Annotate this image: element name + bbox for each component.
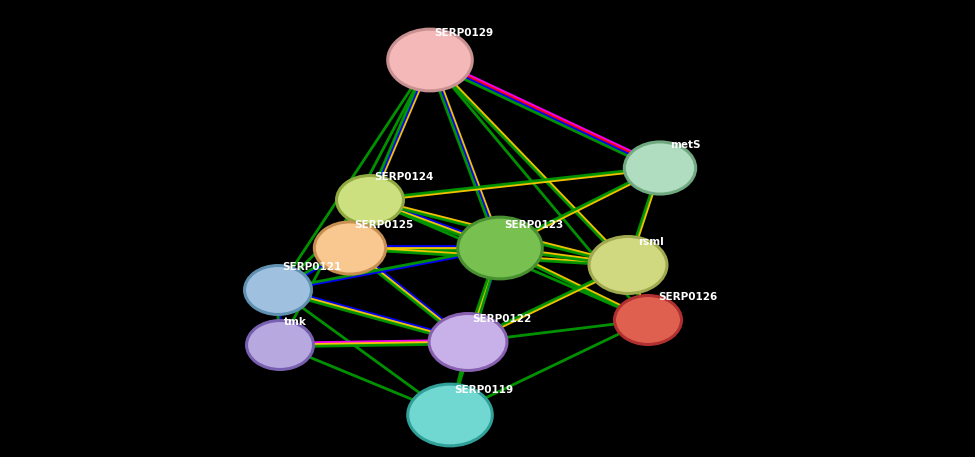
Text: rsml: rsml (638, 237, 664, 247)
Ellipse shape (430, 314, 506, 370)
Ellipse shape (588, 235, 669, 295)
Ellipse shape (458, 218, 542, 278)
Text: metS: metS (670, 140, 700, 150)
Ellipse shape (245, 266, 311, 314)
Ellipse shape (623, 140, 697, 196)
Ellipse shape (625, 143, 695, 194)
Ellipse shape (315, 223, 385, 274)
Ellipse shape (335, 174, 405, 226)
Text: SERP0129: SERP0129 (434, 28, 493, 38)
Ellipse shape (409, 385, 491, 446)
Text: SERP0119: SERP0119 (454, 385, 513, 395)
Ellipse shape (456, 216, 544, 281)
Text: SERP0125: SERP0125 (354, 220, 413, 230)
Ellipse shape (247, 321, 313, 369)
Ellipse shape (388, 30, 472, 90)
Ellipse shape (427, 312, 509, 372)
Ellipse shape (243, 264, 313, 316)
Ellipse shape (245, 319, 315, 371)
Ellipse shape (313, 220, 387, 276)
Text: SERP0122: SERP0122 (472, 314, 531, 324)
Text: SERP0123: SERP0123 (504, 220, 564, 230)
Text: SERP0124: SERP0124 (374, 172, 433, 182)
Ellipse shape (613, 294, 683, 346)
Text: SERP0121: SERP0121 (282, 262, 341, 272)
Text: tmk: tmk (284, 317, 307, 327)
Ellipse shape (615, 296, 681, 344)
Ellipse shape (386, 27, 474, 92)
Ellipse shape (337, 176, 403, 224)
Ellipse shape (590, 237, 667, 293)
Ellipse shape (407, 383, 493, 447)
Text: SERP0126: SERP0126 (658, 292, 718, 302)
